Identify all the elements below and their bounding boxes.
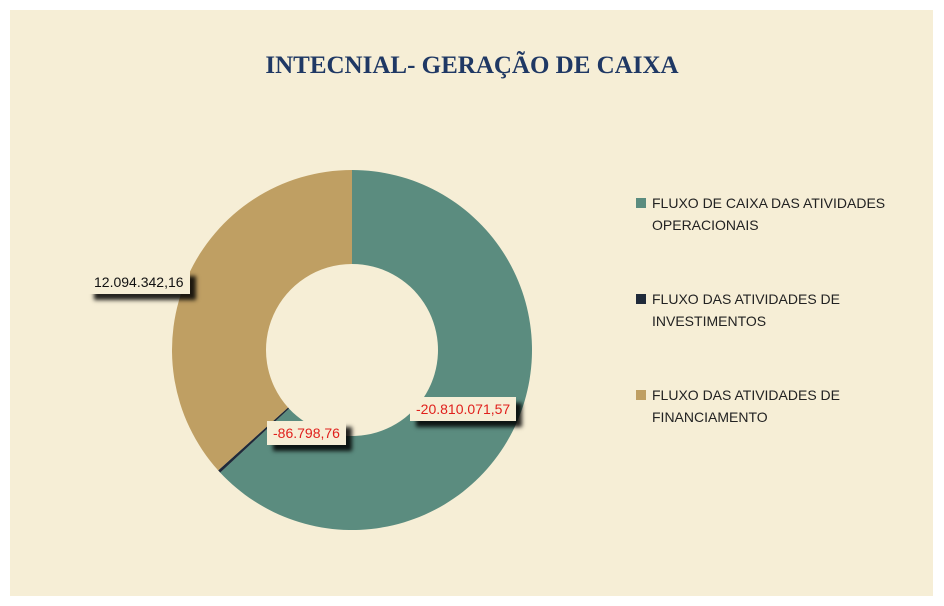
legend-item: FLUXO DE CAIXA DAS ATIVIDADES OPERACIONA… [636,192,936,236]
donut-slice [172,170,352,471]
legend-item: FLUXO DAS ATIVIDADES DE INVESTIMENTOS [636,288,936,332]
data-label: 12.094.342,16 [88,270,190,294]
legend-item: FLUXO DAS ATIVIDADES DE FINANCIAMENTO [636,384,936,428]
legend-swatch [636,294,646,304]
legend-swatch [636,198,646,208]
chart-title: INTECNIAL- GERAÇÃO DE CAIXA [265,52,679,79]
legend-swatch [636,390,646,400]
legend-label: FLUXO DAS ATIVIDADES DE INVESTIMENTOS [652,291,841,329]
data-label: -20.810.071,57 [410,397,517,421]
legend-label: FLUXO DE CAIXA DAS ATIVIDADES OPERACIONA… [652,195,886,233]
data-label: -86.798,76 [267,421,346,445]
legend-label: FLUXO DAS ATIVIDADES DE FINANCIAMENTO [652,387,841,425]
